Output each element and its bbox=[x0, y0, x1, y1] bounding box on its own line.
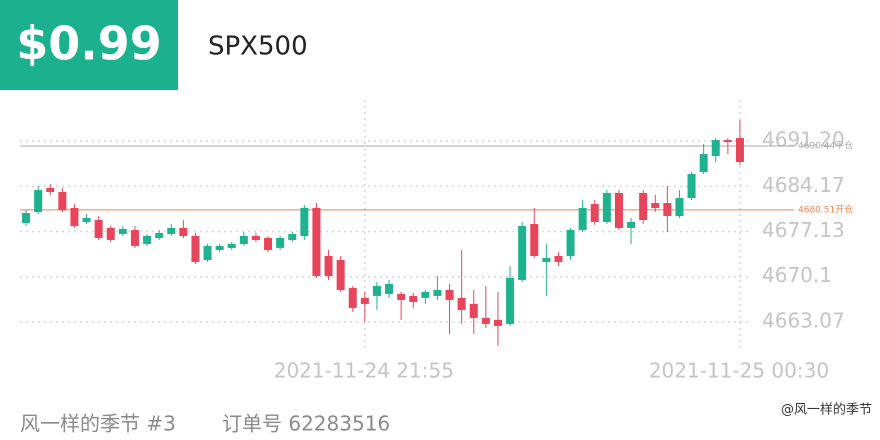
candle-body bbox=[578, 207, 587, 231]
y-tick-label: 4663.07 bbox=[762, 308, 845, 332]
watermark: @风一样的季节 bbox=[781, 402, 872, 418]
candle-body bbox=[627, 221, 636, 228]
candle-body bbox=[602, 192, 611, 222]
candle-body bbox=[82, 217, 91, 222]
candle-body bbox=[735, 138, 744, 163]
candle-body bbox=[663, 203, 672, 217]
candle-body bbox=[590, 203, 599, 222]
candle-body bbox=[22, 212, 31, 224]
candle-body bbox=[58, 192, 67, 211]
candle-body bbox=[203, 245, 212, 260]
candle-body bbox=[191, 235, 200, 262]
candle-body bbox=[155, 232, 164, 238]
candle-body bbox=[348, 287, 357, 308]
candle-body bbox=[70, 207, 79, 226]
price: $0.99 bbox=[16, 17, 162, 71]
candle-body bbox=[518, 225, 527, 280]
candle-body bbox=[542, 257, 551, 262]
candle-body bbox=[360, 297, 369, 304]
candle-body bbox=[651, 203, 660, 208]
y-tick-label: 4684.17 bbox=[762, 173, 845, 197]
candle-body bbox=[288, 233, 297, 240]
x-tick-label: 2021-11-25 00:30 bbox=[649, 359, 829, 383]
candle-body bbox=[167, 227, 176, 234]
candle-body bbox=[723, 140, 732, 143]
candle-body bbox=[94, 219, 103, 238]
candle-body bbox=[46, 187, 55, 193]
candle-body bbox=[130, 230, 139, 246]
candle-body bbox=[421, 291, 430, 298]
candle-body bbox=[215, 245, 224, 250]
y-tick-label: 4677.13 bbox=[762, 218, 845, 242]
y-tick-label: 4670.1 bbox=[762, 263, 832, 287]
candle-body bbox=[324, 255, 333, 276]
candle-body bbox=[469, 303, 478, 318]
candle-body bbox=[312, 207, 321, 276]
candle-body bbox=[372, 285, 381, 296]
price-badge bbox=[0, 0, 178, 90]
candle-body bbox=[554, 255, 563, 262]
candle-body bbox=[106, 227, 115, 240]
candle-body bbox=[239, 235, 248, 244]
candle-body bbox=[118, 228, 127, 234]
candle-body bbox=[227, 243, 236, 248]
candle-body bbox=[251, 235, 260, 240]
candle-body bbox=[397, 293, 406, 300]
reference-label: 4690.44平仓 bbox=[798, 140, 853, 152]
candle-body bbox=[445, 289, 454, 300]
candle-body bbox=[699, 154, 708, 173]
candle-body bbox=[409, 295, 418, 302]
candle-body bbox=[506, 277, 515, 324]
candle-body bbox=[675, 198, 684, 217]
candle-body bbox=[530, 223, 539, 256]
candle-body bbox=[493, 319, 502, 326]
candle-body bbox=[143, 235, 152, 244]
candle-body bbox=[179, 227, 188, 236]
candle-body bbox=[687, 174, 696, 199]
candle-body bbox=[264, 237, 273, 250]
candle-body bbox=[276, 237, 285, 248]
account: 风一样的季节 #3 bbox=[20, 412, 176, 436]
candle-body bbox=[481, 317, 490, 324]
candle-body bbox=[639, 192, 648, 220]
candle-body bbox=[711, 140, 720, 157]
symbol: SPX500 bbox=[208, 32, 308, 62]
x-tick-label: 2021-11-24 21:55 bbox=[274, 359, 454, 383]
candle-body bbox=[34, 190, 43, 213]
order-number: 订单号 62283516 bbox=[222, 412, 390, 436]
candle-body bbox=[433, 289, 442, 296]
reference-label: 4680.51开仓 bbox=[798, 203, 853, 215]
candle-body bbox=[385, 283, 394, 294]
candle-body bbox=[300, 207, 309, 236]
candle-body bbox=[457, 297, 466, 310]
candle-body bbox=[566, 230, 575, 256]
candle-body bbox=[336, 259, 345, 290]
candle-body bbox=[614, 192, 623, 228]
y-tick-label: 4691.20 bbox=[762, 128, 845, 152]
